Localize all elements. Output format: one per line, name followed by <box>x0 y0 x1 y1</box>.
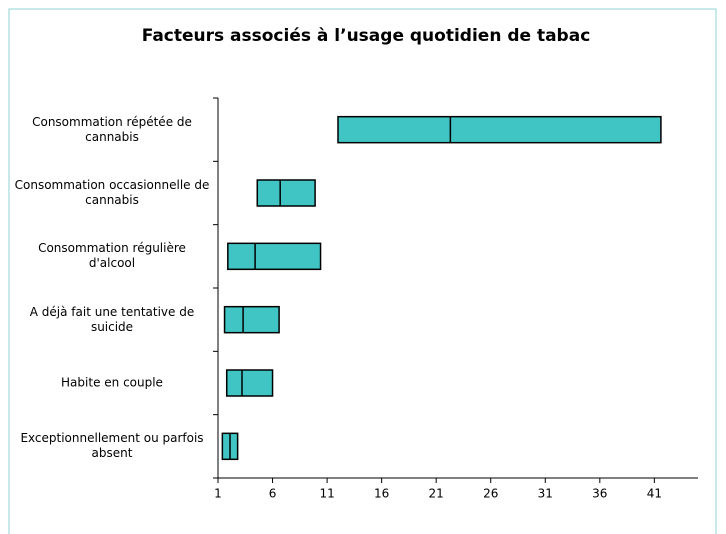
x-tick-label: 21 <box>429 487 444 501</box>
range-bar <box>337 115 662 144</box>
x-tick-label: 11 <box>319 487 334 501</box>
category-label: A déjà fait une tentative de suicide <box>29 304 195 334</box>
category-label: Exceptionnellement ou parfois absent <box>20 431 204 461</box>
chart-title: Facteurs associés à l’usage quotidien de… <box>142 26 591 46</box>
category-label: Consommation occasionnelle de cannabis <box>14 178 210 207</box>
x-tick-label: 1 <box>214 487 222 501</box>
range-bar <box>256 179 316 207</box>
x-tick-label: 6 <box>269 487 277 501</box>
x-tick-label: 41 <box>647 487 662 501</box>
category-label: Consommation régulière d'alcool <box>38 241 186 271</box>
range-bar <box>225 369 274 397</box>
range-bar <box>223 305 280 334</box>
x-tick-label: 36 <box>592 487 607 501</box>
x-tick-label: 16 <box>374 487 389 501</box>
frame <box>8 8 717 534</box>
range-bar <box>227 242 322 271</box>
category-label: Habite en couple <box>61 375 163 390</box>
category-label: Consommation répétée de cannabis <box>32 114 192 144</box>
x-tick-label: 31 <box>538 487 553 501</box>
x-tick-label: 26 <box>483 487 498 501</box>
